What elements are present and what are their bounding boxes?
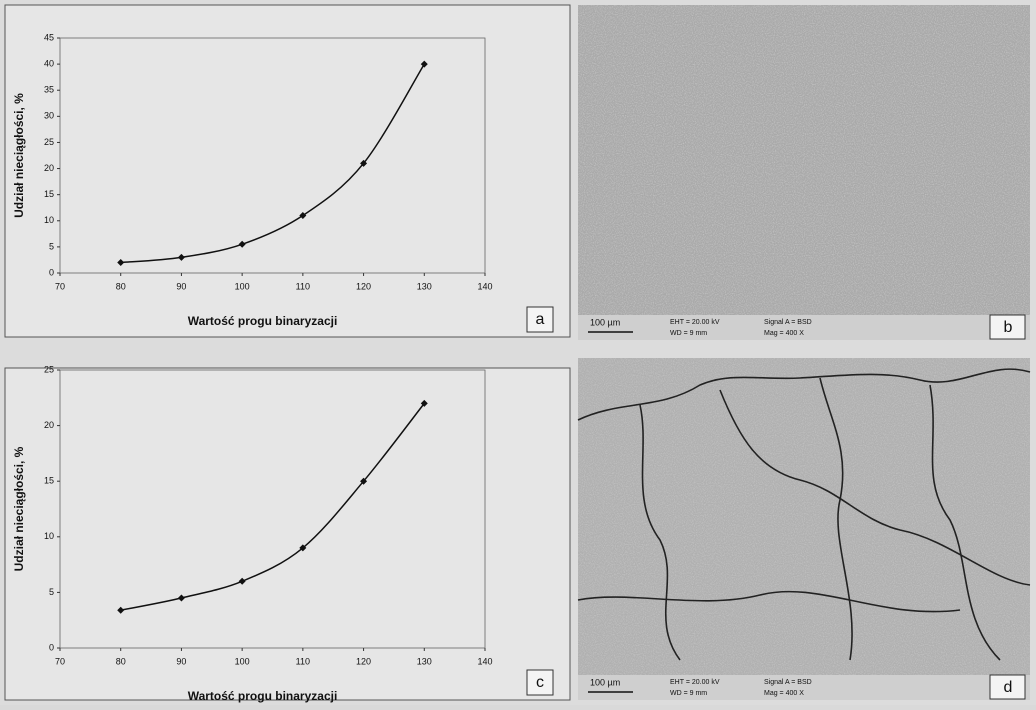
panel-frame	[4, 4, 571, 338]
x-tick-label: 140	[477, 281, 492, 291]
cracks	[577, 368, 1031, 661]
x-axis-label: Wartość progu binaryzacji	[188, 314, 338, 328]
y-tick-label: 40	[44, 58, 54, 68]
info-mag: Mag = 400 X	[764, 330, 804, 337]
data-point	[299, 212, 307, 220]
y-tick-label: 10	[44, 531, 54, 541]
x-tick-label: 110	[296, 656, 310, 666]
y-tick-label: 0	[49, 642, 54, 652]
data-point	[360, 477, 368, 485]
panel-label-box	[989, 674, 1026, 700]
info-eht: EHT = 20.00 kV	[670, 319, 720, 326]
y-tick-label: 30	[44, 111, 54, 121]
x-tick-label: 120	[356, 281, 371, 291]
data-point	[420, 399, 428, 407]
panel-label-box	[989, 314, 1026, 340]
chart-panel: Udział nieciągłości, % Wartość progu bina…	[4, 364, 571, 703]
image-info-bar: 100 µm EHT = 20.00 kV WD = 9 mm Signal A = …	[578, 674, 1030, 700]
x-tick-label: 80	[116, 281, 126, 291]
panel-label-box	[526, 669, 554, 696]
data-point	[238, 577, 246, 585]
plot-frame	[59, 37, 486, 274]
y-tick-label: 25	[44, 137, 54, 147]
y-tick-label: 20	[44, 163, 54, 173]
info-bar	[578, 315, 1030, 340]
info-wd: WD = 9 mm	[670, 690, 707, 697]
x-tick-label: 90	[176, 281, 186, 291]
data-point	[238, 240, 246, 248]
info-bar	[578, 675, 1030, 700]
plot-frame	[59, 369, 486, 649]
scale-bar-label: 100 µm	[590, 317, 620, 327]
sem-image-b	[578, 5, 1030, 340]
y-tick-label: 45	[44, 32, 54, 42]
x-tick-label: 120	[356, 656, 371, 666]
info-signal: Signal A = BSD	[764, 679, 812, 686]
x-tick-label: 130	[417, 281, 432, 291]
chart-panel: Udział nieciągłości, % Wartość progu bina…	[4, 4, 571, 338]
sem-image-d	[577, 358, 1031, 700]
image-info-bar: 100 µm EHT = 20.00 kV WD = 9 mm Signal A = …	[578, 314, 1030, 340]
y-tick-label: 0	[49, 267, 54, 277]
data-point	[360, 159, 368, 167]
y-tick-label: 35	[44, 85, 54, 95]
panel-label: d	[1004, 679, 1013, 696]
x-tick-label: 130	[417, 656, 432, 666]
image-texture	[578, 5, 1030, 315]
y-axis-label: Udział nieciągłości, %	[12, 446, 26, 571]
data-point	[420, 60, 428, 68]
x-tick-label: 100	[235, 656, 250, 666]
data-point	[177, 253, 185, 261]
y-tick-label: 25	[44, 364, 54, 374]
panel-label: c	[536, 674, 544, 691]
x-tick-label: 90	[176, 656, 186, 666]
y-tick-label: 20	[44, 420, 54, 430]
scale-bar-label: 100 µm	[590, 677, 620, 687]
y-tick-label: 5	[49, 241, 54, 251]
panel-label: b	[1004, 319, 1013, 336]
info-mag: Mag = 400 X	[764, 690, 804, 697]
info-wd: WD = 9 mm	[670, 330, 707, 337]
data-point	[299, 544, 307, 552]
y-tick-label: 5	[49, 587, 54, 597]
y-tick-label: 10	[44, 215, 54, 225]
x-tick-label: 140	[477, 656, 492, 666]
data-point	[117, 606, 125, 614]
x-tick-label: 80	[116, 656, 126, 666]
info-eht: EHT = 20.00 kV	[670, 679, 720, 686]
y-tick-label: 15	[44, 476, 54, 486]
y-axis-label: Udział nieciągłości, %	[12, 93, 26, 218]
x-tick-label: 70	[55, 656, 65, 666]
data-point	[117, 259, 125, 267]
panel-frame	[4, 367, 571, 701]
image-texture	[578, 358, 1030, 675]
data-point	[177, 594, 185, 602]
panel-label-box	[526, 306, 554, 333]
panel-label: a	[536, 311, 545, 328]
x-tick-label: 70	[55, 281, 65, 291]
x-tick-label: 110	[296, 281, 310, 291]
x-axis-label: Wartość progu binaryzacji	[188, 689, 338, 703]
y-tick-label: 15	[44, 189, 54, 199]
x-tick-label: 100	[235, 281, 250, 291]
info-signal: Signal A = BSD	[764, 319, 812, 326]
